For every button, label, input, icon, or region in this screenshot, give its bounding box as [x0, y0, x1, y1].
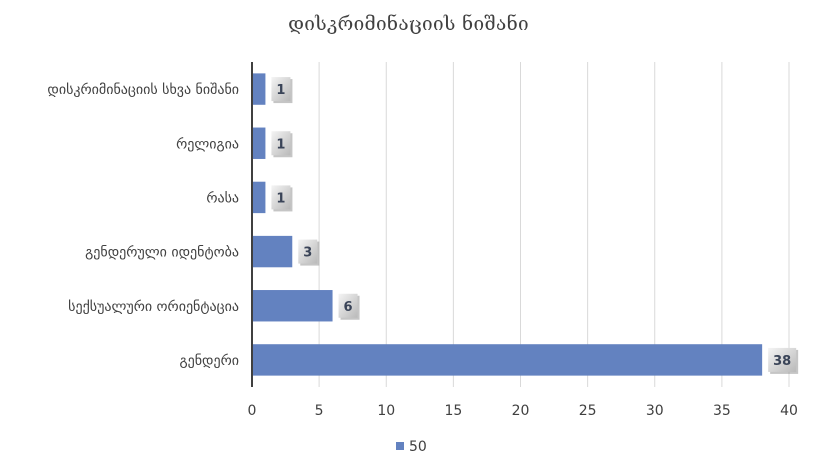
legend-label: 50: [409, 439, 427, 455]
x-tick-label: 5: [315, 403, 324, 419]
bar: [252, 235, 293, 268]
category-label: სექსუალური ორიენტაცია: [68, 298, 239, 315]
bar: [252, 290, 333, 322]
category-label: გენდერი: [179, 352, 239, 369]
bar: [252, 181, 266, 214]
x-tick-label: 0: [248, 403, 257, 419]
data-label: 38: [773, 354, 791, 369]
data-label: 6: [344, 300, 353, 315]
bar: [252, 344, 763, 376]
data-label-box: [768, 347, 797, 372]
category-label: რასა: [206, 189, 239, 206]
data-label: 1: [276, 191, 285, 206]
chart-title: დისკრიმინაციის ნიშანი: [288, 13, 529, 35]
x-tick-label: 30: [646, 403, 664, 419]
data-label: 1: [276, 83, 285, 98]
data-label: 1: [276, 137, 285, 152]
legend: 50: [396, 439, 427, 455]
bar: [252, 127, 266, 159]
bar: [252, 73, 266, 105]
x-tick-label: 20: [512, 403, 530, 419]
category-label: რელიგია: [176, 135, 239, 152]
data-label-box: [271, 185, 291, 210]
data-label: 3: [303, 246, 312, 261]
data-label-box: [271, 131, 291, 156]
x-tick-label: 25: [579, 403, 597, 419]
data-label-box: [338, 293, 358, 318]
category-label: გენდერული იდენტობა: [85, 244, 239, 261]
category-label: დისკრიმინაციის სხვა ნიშანი: [47, 81, 239, 98]
x-tick-label: 10: [377, 403, 395, 419]
x-tick-label: 35: [713, 403, 731, 419]
data-label-box: [298, 239, 318, 264]
x-tick-label: 15: [444, 403, 462, 419]
legend-swatch: [396, 442, 404, 450]
x-tick-label: 40: [780, 403, 798, 419]
data-label-box: [271, 77, 291, 102]
